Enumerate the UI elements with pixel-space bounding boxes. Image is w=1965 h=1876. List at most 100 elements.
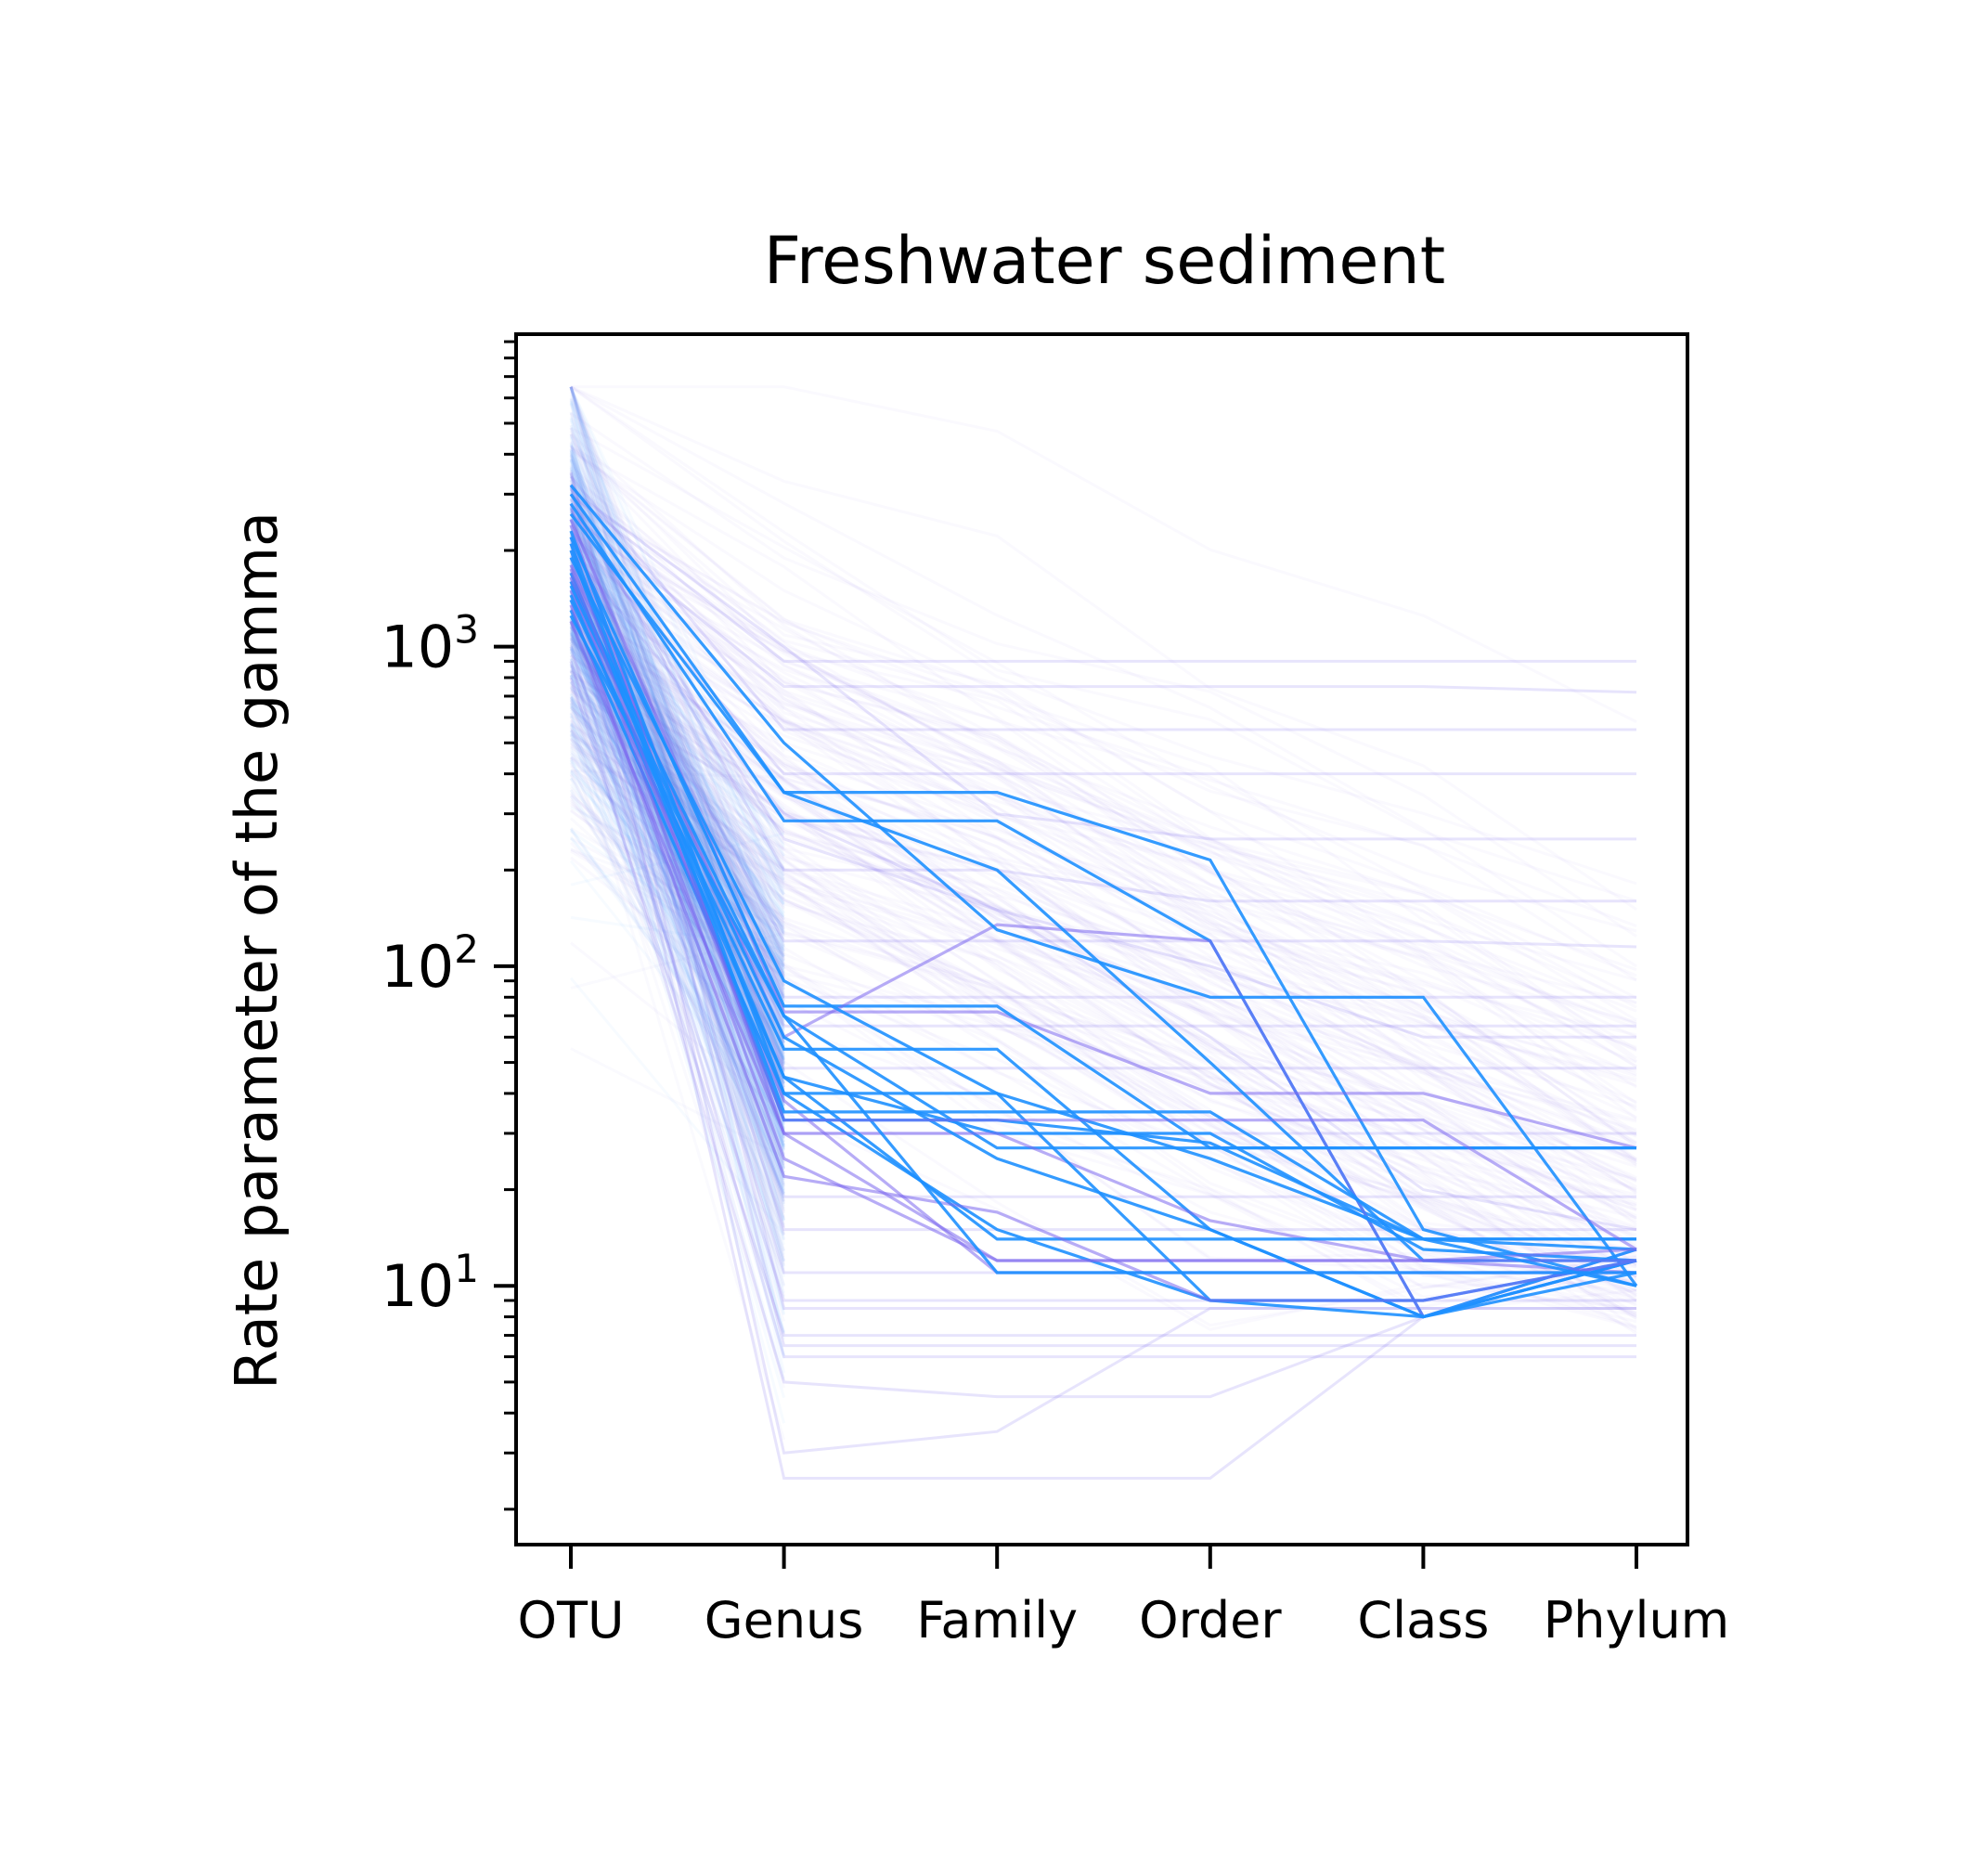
- background-line: [569, 433, 1637, 972]
- background-line: [570, 602, 1637, 1163]
- background-line: [570, 729, 1637, 1278]
- series-line: [569, 620, 1637, 1274]
- background-line: [570, 701, 1637, 1292]
- background-line: [570, 449, 1637, 1026]
- background-line: [570, 602, 1637, 1266]
- background-line: [570, 505, 1637, 1004]
- background-line: [570, 485, 1637, 1068]
- background-line: [569, 624, 1637, 1220]
- y-axis: 101 102 103: [381, 340, 516, 1511]
- background-line: [570, 653, 1637, 1253]
- background-line: [570, 385, 1637, 968]
- faint-series-line: [569, 485, 1636, 1348]
- y-tick-label: 102: [381, 926, 479, 1001]
- series-line: [569, 543, 1637, 1251]
- background-line: [570, 684, 1637, 1278]
- y-tick-label: 101: [381, 1246, 479, 1320]
- background-line: [570, 752, 1637, 1279]
- background-line: [570, 640, 1637, 1223]
- background-line: [570, 602, 1637, 1148]
- x-tick-label: OTU: [517, 1591, 624, 1650]
- background-line: [570, 445, 1637, 1022]
- background-line: [570, 385, 1637, 902]
- background-line: [570, 711, 1637, 1302]
- background-line: [570, 531, 1637, 1053]
- background-line: [570, 581, 1637, 1137]
- faint-series-line: [569, 518, 1636, 999]
- background-line: [570, 568, 1637, 1068]
- background-line: [570, 677, 1637, 1321]
- background-line: [570, 510, 1637, 1179]
- background-line: [570, 708, 1637, 1335]
- background-line: [569, 484, 1637, 1166]
- faint-series-line: [569, 508, 1636, 1039]
- background-line: [569, 509, 1637, 1049]
- series-line: [569, 556, 1637, 1319]
- series-line: [569, 572, 1637, 1262]
- background-line: [570, 665, 1637, 1298]
- background-line: [570, 691, 1637, 1253]
- plot-area: [569, 385, 1638, 1480]
- x-tick-label: Order: [1139, 1591, 1282, 1650]
- faint-series-line: [569, 563, 1637, 949]
- faint-series-line: [569, 677, 1636, 1338]
- chart-title: Freshwater sediment: [764, 223, 1446, 299]
- background-line: [569, 493, 1637, 1078]
- background-line: [569, 729, 1637, 1289]
- background-line: [570, 695, 1637, 1132]
- background-line: [569, 464, 1637, 1013]
- background-line: [569, 636, 1637, 1201]
- background-line: [570, 665, 1637, 1278]
- background-line: [570, 626, 1637, 1315]
- background-line: [570, 770, 1637, 1317]
- background-line: [570, 593, 1637, 1083]
- series-line: [569, 576, 1637, 1262]
- background-line: [570, 543, 1637, 1026]
- series-line: [569, 604, 1637, 1302]
- series-line: [569, 568, 1637, 1251]
- background-line: [570, 681, 1637, 1296]
- background-line: [570, 535, 1637, 1060]
- faint-series-line: [570, 512, 1637, 694]
- background-line: [570, 524, 1637, 928]
- background-line: [570, 744, 1637, 1230]
- background-line: [570, 654, 1637, 1302]
- background-line: [570, 548, 1637, 1039]
- background-line: [569, 440, 1637, 1089]
- faint-series-line: [569, 599, 1636, 1359]
- background-line: [570, 742, 1637, 1320]
- background-line: [569, 491, 1637, 1211]
- background-line: [570, 738, 1637, 1288]
- background-line: [570, 551, 1637, 1226]
- x-tick-label: Phylum: [1544, 1591, 1730, 1650]
- background-line: [569, 699, 1637, 1317]
- background-line: [570, 756, 1637, 1296]
- background-line: [569, 445, 1637, 1104]
- background-line: [570, 618, 1637, 1081]
- background-line: [570, 565, 1637, 1030]
- background-line: [570, 426, 1637, 933]
- background-line: [569, 554, 1637, 1192]
- faint-series-line: [569, 557, 1636, 1232]
- background-line: [570, 628, 1637, 1073]
- background-line: [569, 618, 1637, 1087]
- background-line: [569, 555, 1637, 1145]
- background-line: [570, 385, 1637, 912]
- x-tick-label: Class: [1357, 1591, 1489, 1650]
- background-line: [570, 474, 1637, 1110]
- background-line: [570, 505, 1637, 1009]
- series-line: [569, 599, 1637, 1319]
- background-line: [570, 554, 1637, 1052]
- background-line: [570, 656, 1637, 1161]
- background-line: [569, 627, 1637, 1243]
- background-line: [569, 469, 1637, 1024]
- background-line: [570, 723, 1637, 1305]
- background-line: [569, 498, 1637, 1133]
- background-line: [569, 670, 1637, 1220]
- faint-series-line: [569, 646, 1636, 1302]
- background-line: [570, 562, 1637, 1119]
- faint-series-line: [569, 475, 1636, 731]
- background-line: [570, 809, 1637, 1309]
- background-line: [569, 756, 1637, 1292]
